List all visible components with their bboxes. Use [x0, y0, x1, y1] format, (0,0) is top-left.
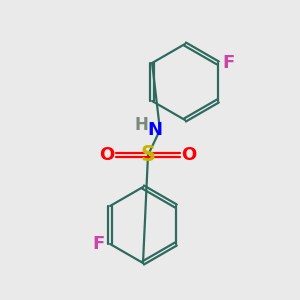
Text: N: N: [148, 121, 163, 139]
Text: H: H: [134, 116, 148, 134]
Text: F: F: [92, 235, 104, 253]
Text: O: O: [182, 146, 196, 164]
Text: F: F: [223, 54, 235, 72]
Text: S: S: [140, 145, 155, 165]
Text: O: O: [99, 146, 115, 164]
